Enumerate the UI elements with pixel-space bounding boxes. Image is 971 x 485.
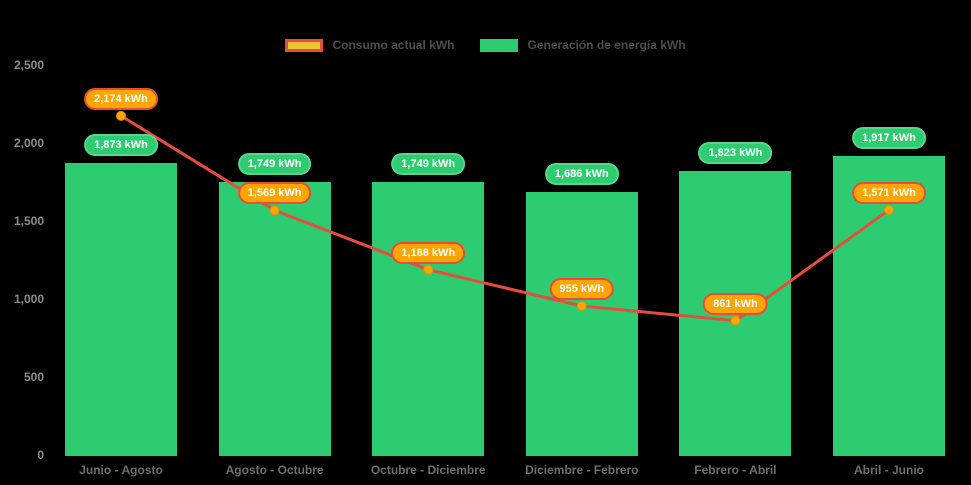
x-tick-label: Agosto - Octubre <box>225 463 324 477</box>
bar-value-label: 1,873 kWh <box>84 133 158 156</box>
x-tick-label: Febrero - Abril <box>694 463 777 477</box>
legend-label-consumo: Consumo actual kWh <box>332 38 455 52</box>
line-value-label: 955 kWh <box>549 278 615 301</box>
generacion-bar[interactable] <box>65 162 177 456</box>
legend-label-generacion: Generación de energía kWh <box>527 38 686 52</box>
bar-value-label: 1,749 kWh <box>391 153 466 176</box>
line-value-label: 1,571 kWh <box>852 181 926 204</box>
generacion-bar[interactable] <box>372 182 485 456</box>
x-tick-label: Octubre - Diciembre <box>370 463 486 477</box>
y-tick-label: 1,000 <box>13 292 44 306</box>
y-tick-label: 500 <box>23 370 44 384</box>
line-value-label: 2,174 kWh <box>84 87 158 110</box>
chart-legend: Consumo actual kWh Generación de energía… <box>0 38 971 52</box>
legend-item-consumo[interactable]: Consumo actual kWh <box>285 38 454 52</box>
consumo-line-swatch-icon <box>285 38 324 52</box>
y-tick-label: 2,500 <box>13 58 44 72</box>
line-value-label: 1,569 kWh <box>237 182 312 205</box>
bar-value-label: 1,686 kWh <box>544 162 619 185</box>
generacion-bar-swatch-icon <box>480 38 519 52</box>
y-tick-label: 1,500 <box>13 214 44 228</box>
generacion-bar[interactable] <box>525 191 638 456</box>
y-tick-label: 0 <box>37 448 44 462</box>
generacion-bar[interactable] <box>218 182 331 456</box>
bar-value-label: 1,749 kWh <box>237 153 312 176</box>
x-tick-label: Junio - Agosto <box>79 463 163 477</box>
bar-value-label: 1,917 kWh <box>852 126 926 149</box>
x-tick-label: Abril - Junio <box>854 463 924 477</box>
line-value-label: 861 kWh <box>703 292 768 315</box>
bar-value-label: 1,823 kWh <box>698 141 773 164</box>
legend-item-generacion[interactable]: Generación de energía kWh <box>480 38 686 52</box>
x-tick-label: Diciembre - Febrero <box>525 463 639 477</box>
line-point[interactable] <box>116 110 126 121</box>
y-tick-label: 2,000 <box>13 136 44 150</box>
line-value-label: 1,188 kWh <box>391 241 466 264</box>
